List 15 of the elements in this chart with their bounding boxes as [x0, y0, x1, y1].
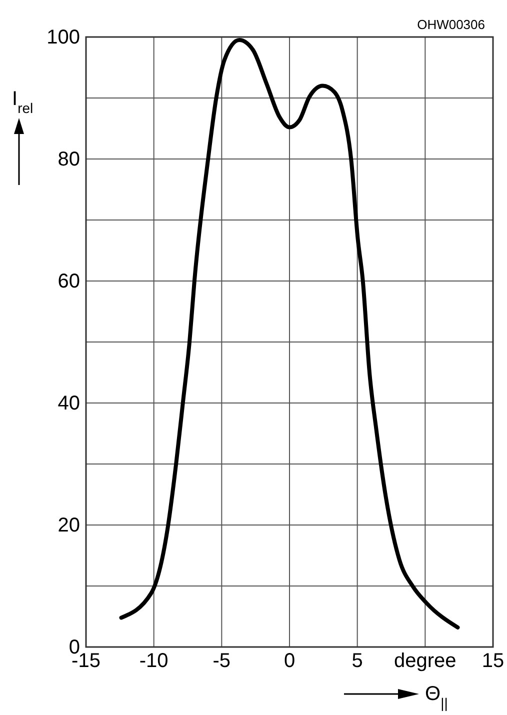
y-axis-title: I$_{rel}$	[12, 88, 34, 116]
y-tick-label: 80	[58, 148, 80, 170]
x-tick-label: -10	[139, 650, 168, 672]
y-tick-label: 40	[58, 392, 80, 414]
text: OHW00306	[417, 17, 485, 32]
y-tick-label: 20	[58, 514, 80, 536]
x-tick-label: degree	[394, 650, 456, 672]
x-tick-label: 0	[284, 650, 296, 672]
y-tick-label: 100	[46, 26, 80, 48]
x-tick-label: -5	[212, 650, 231, 672]
x-axis-title: Θ$_{||}$	[425, 683, 448, 711]
y-tick-label: 60	[58, 270, 80, 292]
x-tick-label: 15	[482, 650, 504, 672]
line-series	[119, 38, 460, 630]
x-tick-label: 5	[352, 650, 363, 672]
